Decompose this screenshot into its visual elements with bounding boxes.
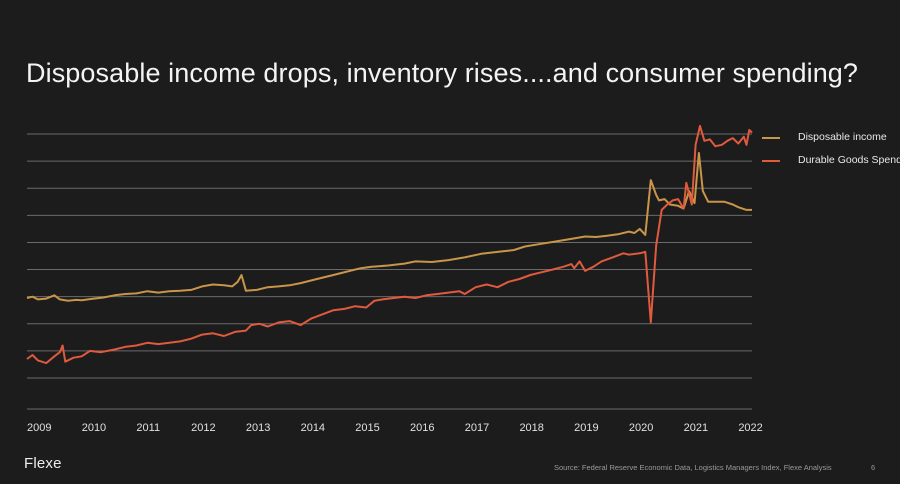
x-tick-label: 2018	[519, 422, 543, 434]
series-line-disposable-income	[26, 152, 752, 302]
x-tick-label: 2019	[574, 422, 598, 434]
series-lines	[26, 124, 753, 365]
x-tick-label: 2016	[410, 422, 434, 434]
x-tick-label: 2009	[27, 422, 51, 434]
x-tick-label: 2017	[465, 422, 489, 434]
page-number: 6	[871, 463, 876, 472]
legend-item-disposable-income: Disposable income	[762, 131, 900, 144]
x-tick-label: 2020	[629, 422, 653, 434]
x-tick-label: 2012	[191, 422, 215, 434]
x-axis-tick-labels: 2009 2010 2011 2012 2013 2014 2015 2016 2017 2018…	[27, 422, 763, 434]
legend-swatch-disposable-income	[762, 137, 780, 139]
legend: Disposable income Durable Goods Spend	[762, 131, 900, 177]
x-tick-label: 2014	[301, 422, 325, 434]
legend-item-durable-goods: Durable Goods Spend	[762, 154, 900, 167]
gridlines	[27, 133, 752, 410]
legend-swatch-durable-goods	[762, 160, 780, 162]
x-tick-label: 2011	[136, 422, 160, 434]
legend-label: Durable Goods Spend	[798, 154, 900, 166]
x-tick-label: 2022	[738, 422, 762, 434]
flexe-logo: Flexe	[24, 455, 62, 472]
x-tick-label: 2015	[355, 422, 379, 434]
x-tick-label: 2021	[684, 422, 708, 434]
x-tick-label: 2010	[82, 422, 106, 434]
series-line-durable-goods-spend	[26, 124, 753, 365]
x-tick-label: 2013	[246, 422, 270, 434]
slide-title: Disposable income drops, inventory rises…	[26, 58, 859, 88]
legend-label: Disposable income	[798, 131, 887, 143]
source-note: Source: Federal Reserve Economic Data, L…	[554, 463, 832, 472]
